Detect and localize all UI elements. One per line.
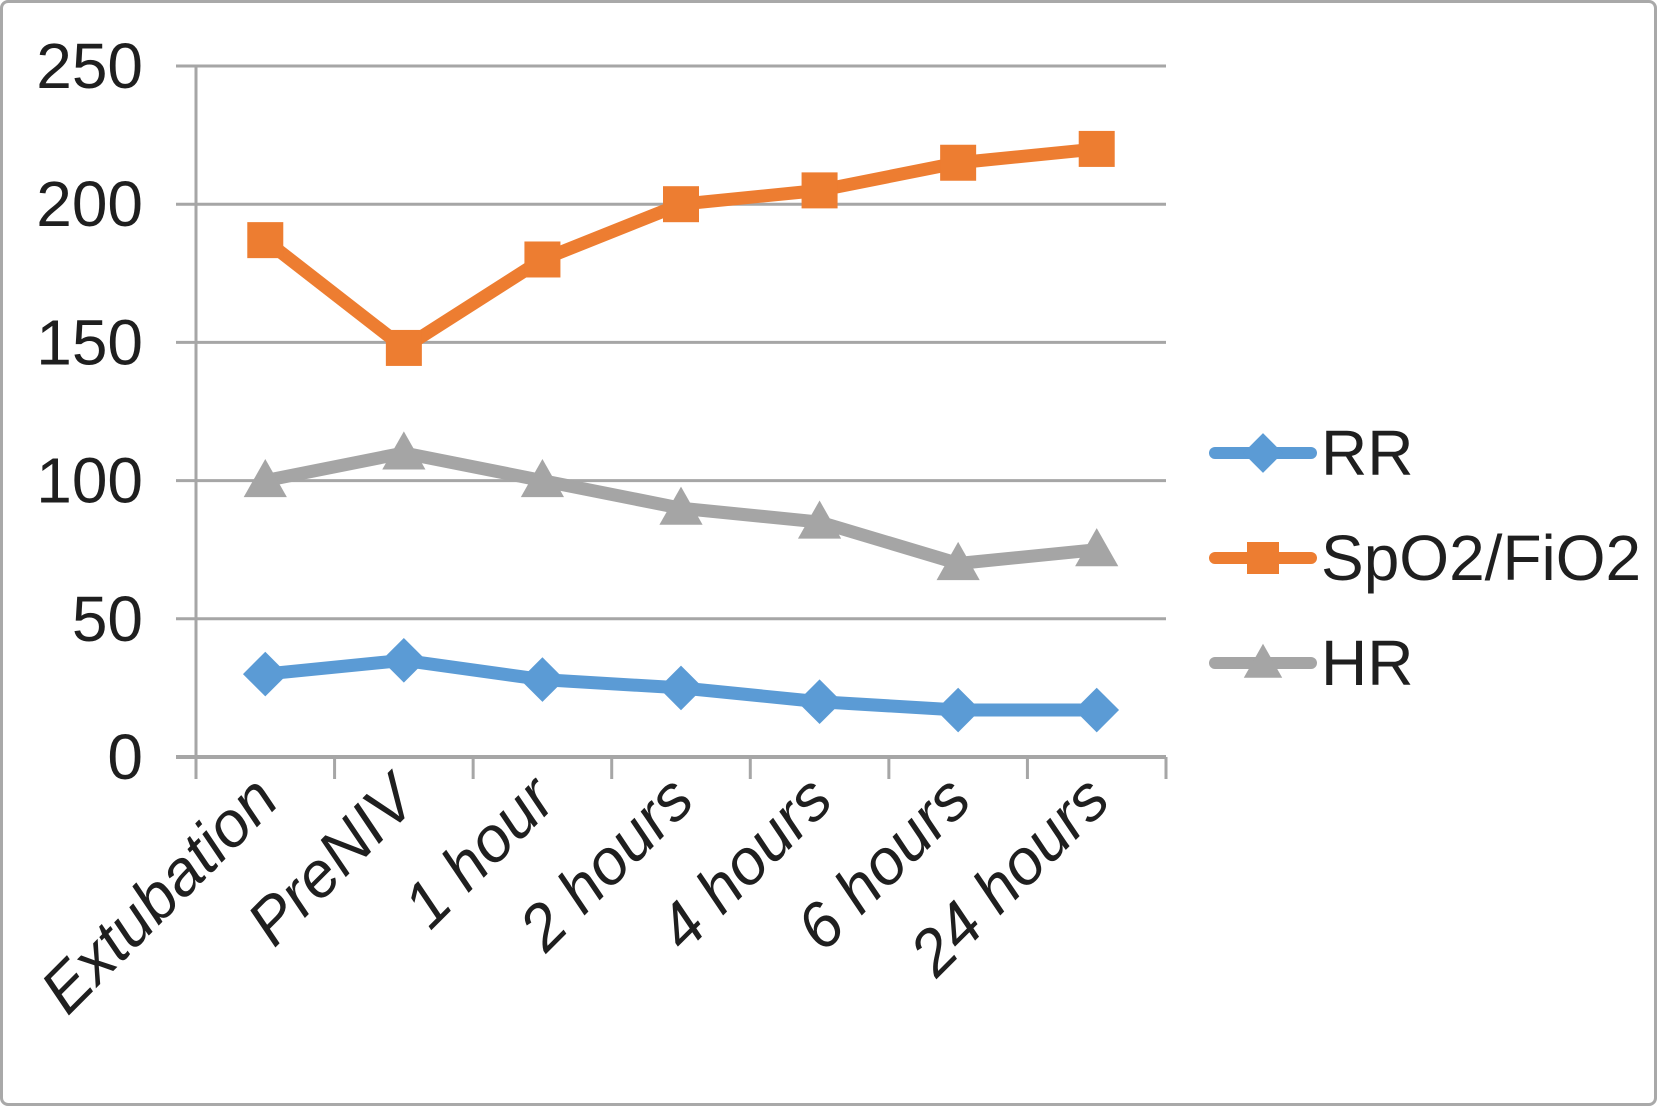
data-point-marker-RR xyxy=(1074,687,1120,733)
legend-label: HR xyxy=(1321,627,1413,699)
data-point-marker-HR xyxy=(659,486,703,525)
data-point-marker-RR xyxy=(658,665,704,711)
y-axis-tick-label: 150 xyxy=(36,306,143,378)
legend-marker xyxy=(1243,433,1283,473)
legend-item-HR: HR xyxy=(1209,627,1413,699)
data-point-marker-RR xyxy=(797,679,842,725)
data-point-marker-HR xyxy=(1075,528,1119,567)
data-point-marker-RR xyxy=(381,637,427,683)
data-point-marker-SpO2/FiO2 xyxy=(247,222,284,259)
data-point-marker-HR xyxy=(382,431,426,470)
data-point-marker-SpO2/FiO2 xyxy=(801,172,838,209)
data-point-marker-SpO2/FiO2 xyxy=(524,241,561,278)
legend-item-SpO2/FiO2: SpO2/FiO2 xyxy=(1209,522,1641,594)
y-axis-tick-label: 250 xyxy=(36,30,143,102)
data-point-marker-SpO2/FiO2 xyxy=(940,144,977,181)
y-axis-tick-label: 50 xyxy=(72,583,143,655)
data-point-marker-SpO2/FiO2 xyxy=(385,329,422,366)
legend-item-RR: RR xyxy=(1209,417,1413,489)
legend-marker xyxy=(1243,643,1283,678)
y-axis-tick-label: 0 xyxy=(107,721,143,793)
data-point-marker-SpO2/FiO2 xyxy=(663,186,699,223)
data-point-marker-RR xyxy=(520,657,565,702)
legend-label: SpO2/FiO2 xyxy=(1321,522,1641,594)
y-axis-tick-label: 100 xyxy=(36,445,143,517)
data-point-marker-SpO2/FiO2 xyxy=(1078,130,1115,167)
data-point-marker-HR xyxy=(243,459,287,498)
legend-label: RR xyxy=(1321,417,1413,489)
y-axis-tick-label: 200 xyxy=(36,168,143,240)
data-point-marker-HR xyxy=(797,500,842,539)
data-point-marker-HR xyxy=(936,541,980,581)
legend-marker xyxy=(1247,542,1279,574)
data-point-marker-HR xyxy=(520,459,565,498)
data-point-marker-RR xyxy=(935,687,981,733)
data-point-marker-RR xyxy=(242,651,288,697)
